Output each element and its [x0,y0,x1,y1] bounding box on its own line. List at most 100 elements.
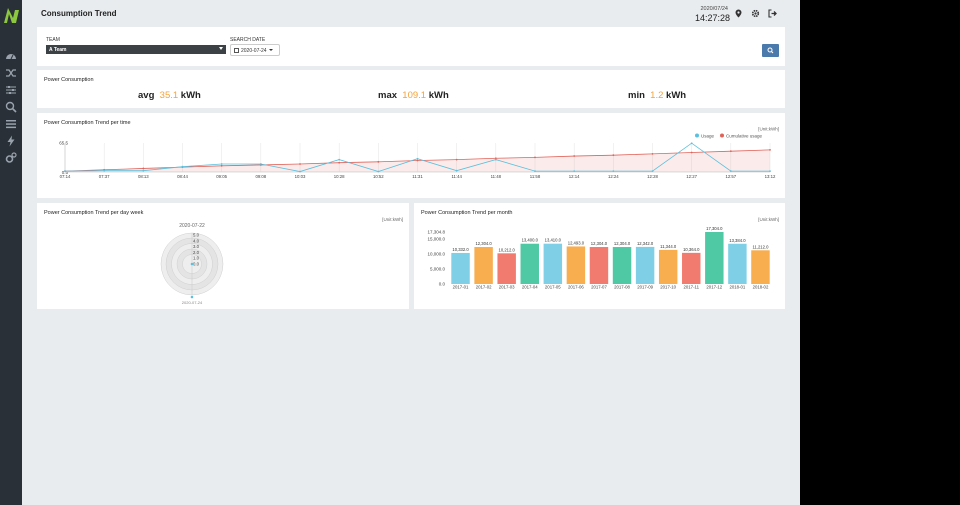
search-button[interactable] [762,44,779,57]
legend-cumulative-label: Cumulative usage [726,134,763,139]
y-tick-label: 15,000.0 [427,237,445,242]
radar-tick-label: 1.0 [193,256,200,261]
x-tick-label: 08:13 [138,174,149,179]
trend-per-day-week-panel: Power Consumption Trend per day week [Un… [37,203,409,309]
y-tick-label: 65.5 [59,141,68,146]
bar [751,250,770,284]
bar [612,247,632,284]
radar-tick-label: 4.0 [193,238,200,243]
bar-value-label: 11,344.0 [660,244,677,249]
x-tick-label: 2017-02 [476,285,492,290]
usage-point [103,169,106,172]
x-tick-label: 2018-02 [753,285,769,290]
bar-value-label: 13,384.0 [729,238,746,243]
search-icon [767,47,774,54]
cumulative-usage-point [338,161,341,164]
unit-label: [Unit:kWh] [382,217,403,222]
min-unit: kWh [666,90,687,101]
panel-title: Power Consumption Trend per time [44,120,131,126]
top-date-label: 2020-07-22 [179,223,205,229]
logout-icon[interactable] [768,9,777,18]
bottom-date-label: 2020-07-24 [182,300,203,305]
panel-title: Power Consumption [44,77,94,83]
trend-per-time-panel: Power Consumption Trend per time Usage C… [37,113,785,198]
bar-plot: 17,304.8 15,000.0 10,000.0 5,000.0 0.0 10,332… [427,226,770,290]
legend-usage-swatch [695,133,699,138]
cumulative-usage-point [455,158,458,161]
date-value: 2020-07-24 [241,47,267,54]
page-title: Consumption Trend [41,9,117,18]
max-label: max [378,90,398,101]
sliders-icon[interactable] [5,84,17,96]
x-tick-label: 2017-05 [545,285,561,290]
radar-value-point [190,262,194,266]
x-tick-label: 12:27 [686,174,697,179]
x-tick-label: 12:14 [569,174,580,179]
search-date-label: SEARCH DATE [230,37,266,43]
app-window: Consumption Trend 2020/07/24 14:27:28 TE… [0,0,800,505]
cumulative-usage-point [494,157,497,160]
x-tick-label: 2017-01 [453,285,469,290]
x-tick-label: 10:28 [334,174,345,179]
calendar-icon [234,47,239,53]
settings-icon[interactable] [751,9,760,18]
usage-point [181,165,184,168]
y-tick-label: 10,000.0 [427,252,445,257]
usage-point [220,163,223,165]
x-tick-label: 2017-07 [591,285,607,290]
cumulative-usage-point [690,151,693,154]
bar-value-label: 12,493.0 [568,240,585,245]
caret-down-icon [268,49,273,51]
header-time: 14:27:28 [694,13,730,23]
bar-value-label: 10,364.0 [683,247,700,252]
x-tick-label: 12:57 [725,174,736,179]
sidebar [0,0,22,505]
x-tick-label: 13:12 [765,174,776,179]
dashboard-icon[interactable] [5,50,17,62]
date-picker-button[interactable]: 2020-07-24 [230,44,280,56]
bar-value-label: 13,410.0 [545,238,562,243]
legend-cumulative-swatch [720,133,724,138]
bar [728,243,747,284]
usage-point [377,170,380,173]
x-tick-label: 2017-10 [660,285,676,290]
max-value: 109.1 [402,90,427,101]
radar-tick-label: 0.0 [193,262,200,267]
list-icon[interactable] [5,118,17,130]
usage-point [299,170,301,173]
x-tick-label: 2017-08 [614,285,630,290]
logo [4,8,19,23]
bar-value-label: 12,304.0 [614,241,631,246]
y-tick-label: 5,000.0 [430,267,446,272]
usage-point [338,158,341,161]
cogs-icon[interactable] [5,152,17,164]
legend-usage-label: Usage [701,134,715,139]
cumulative-usage-point [416,159,419,162]
usage-point [494,158,497,161]
shuffle-icon[interactable] [5,67,17,79]
trend-per-time-chart: Usage Cumulative usage [Unit:kWh] 65.5 0.… [59,127,779,180]
team-select[interactable]: A Team [46,45,226,54]
x-tick-label: 2017-11 [684,285,700,290]
bar-value-label: 12,304.0 [591,241,608,246]
unit-label: [Unit:kWh] [758,217,779,222]
x-tick-label: 08:44 [177,174,188,179]
header-date: 2020/07/24 [700,6,728,12]
trend-per-month-panel: Power Consumption Trend per month [Unit:… [414,203,785,309]
usage-point [534,170,536,173]
usage-point [690,142,693,145]
x-tick-label: 11:48 [491,174,502,179]
usage-point [573,170,576,173]
x-tick-label: 07:37 [99,174,110,179]
x-tick-label: 12:24 [608,174,619,179]
search-icon[interactable] [5,101,17,113]
x-tick-label: 2018-01 [730,285,746,290]
usage-point [612,170,615,173]
cumulative-usage-point [573,155,576,157]
bar [566,246,586,284]
avg-value: 35.1 [159,90,179,101]
lightning-icon[interactable] [5,135,17,147]
x-tick-label: 2017-12 [706,285,722,290]
bar [520,243,539,284]
location-pin-icon[interactable] [734,9,743,18]
